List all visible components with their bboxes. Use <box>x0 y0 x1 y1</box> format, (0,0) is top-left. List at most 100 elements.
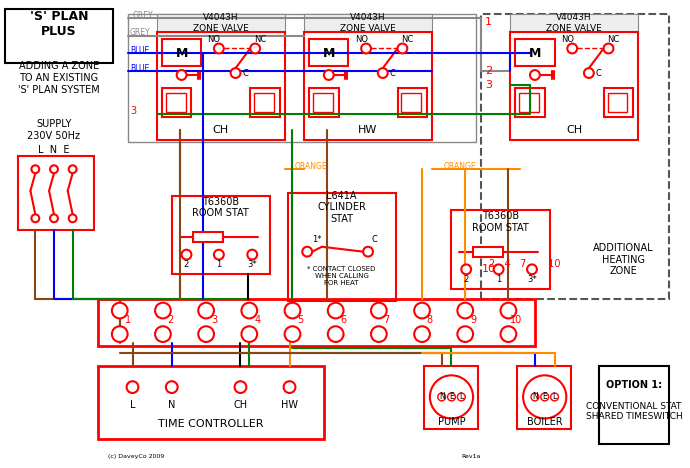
Text: ORANGE: ORANGE <box>444 162 476 171</box>
Text: L641A
CYLINDER
STAT: L641A CYLINDER STAT <box>317 191 366 224</box>
Text: 10: 10 <box>482 264 496 274</box>
Text: N: N <box>439 393 444 402</box>
Bar <box>304 14 432 32</box>
Circle shape <box>584 68 594 78</box>
Text: NO: NO <box>208 35 221 44</box>
Text: GREY: GREY <box>130 28 150 37</box>
Circle shape <box>328 303 344 318</box>
Text: 2: 2 <box>464 275 469 284</box>
Text: 3*: 3* <box>527 275 537 284</box>
Text: V4043H
ZONE VALVE: V4043H ZONE VALVE <box>340 13 396 33</box>
Circle shape <box>500 326 516 342</box>
Text: L: L <box>553 393 557 402</box>
Text: L: L <box>130 400 135 410</box>
Text: Rev1a: Rev1a <box>462 454 481 459</box>
Text: 1: 1 <box>485 17 492 27</box>
Text: T6360B
ROOM STAT: T6360B ROOM STAT <box>472 212 529 233</box>
Text: BOILER: BOILER <box>527 417 562 427</box>
Text: 1*: 1* <box>313 235 322 244</box>
Text: 10: 10 <box>510 315 522 325</box>
Bar <box>162 39 201 66</box>
Text: ADDING A ZONE
TO AN EXISTING
'S' PLAN SYSTEM: ADDING A ZONE TO AN EXISTING 'S' PLAN SY… <box>18 61 100 95</box>
Bar <box>599 366 669 444</box>
Circle shape <box>69 165 77 173</box>
Circle shape <box>437 393 446 401</box>
Text: GREY: GREY <box>132 11 153 20</box>
Bar <box>402 93 421 112</box>
Circle shape <box>284 381 295 393</box>
Circle shape <box>448 393 455 401</box>
Text: 7: 7 <box>384 315 390 325</box>
Text: 4: 4 <box>254 315 260 325</box>
Circle shape <box>414 303 430 318</box>
Text: ORANGE: ORANGE <box>295 162 327 171</box>
Circle shape <box>285 303 300 318</box>
Circle shape <box>230 68 241 78</box>
Text: V4043H
ZONE VALVE: V4043H ZONE VALVE <box>193 13 248 33</box>
Circle shape <box>241 303 257 318</box>
Text: NO: NO <box>355 35 368 44</box>
Bar <box>473 247 502 256</box>
Circle shape <box>198 303 214 318</box>
Text: E: E <box>449 393 454 402</box>
Bar <box>193 232 223 242</box>
Circle shape <box>285 326 300 342</box>
Text: M: M <box>175 47 188 60</box>
Circle shape <box>198 326 214 342</box>
Bar <box>166 93 186 112</box>
Text: PUMP: PUMP <box>437 417 465 427</box>
Text: BLUE: BLUE <box>130 46 150 55</box>
Bar <box>309 39 348 66</box>
Text: 8: 8 <box>427 315 433 325</box>
Text: V4043H
ZONE VALVE: V4043H ZONE VALVE <box>546 13 602 33</box>
Circle shape <box>530 70 540 80</box>
Circle shape <box>324 70 334 80</box>
Circle shape <box>378 68 388 78</box>
Circle shape <box>361 44 371 53</box>
Bar <box>518 366 571 429</box>
Circle shape <box>126 381 139 393</box>
Bar <box>397 88 427 117</box>
Text: 2: 2 <box>168 315 174 325</box>
Text: 3: 3 <box>130 106 137 117</box>
Text: C: C <box>390 68 395 78</box>
Text: C: C <box>371 235 377 244</box>
Circle shape <box>430 375 473 418</box>
Text: 2   4   7       10: 2 4 7 10 <box>489 259 560 270</box>
Text: CH: CH <box>233 400 248 410</box>
Circle shape <box>363 247 373 256</box>
Bar <box>254 93 274 112</box>
Text: M: M <box>529 47 541 60</box>
Circle shape <box>181 250 191 260</box>
Text: CH: CH <box>213 125 229 135</box>
Text: 'S' PLAN
PLUS: 'S' PLAN PLUS <box>30 10 88 38</box>
Text: C: C <box>595 68 602 78</box>
Text: * CONTACT CLOSED
WHEN CALLING
FOR HEAT: * CONTACT CLOSED WHEN CALLING FOR HEAT <box>307 266 376 286</box>
Text: TIME CONTROLLER: TIME CONTROLLER <box>158 419 264 430</box>
Circle shape <box>462 264 471 274</box>
Text: 3: 3 <box>211 315 217 325</box>
Text: HW: HW <box>281 400 298 410</box>
Text: (c) DaveyCo 2009: (c) DaveyCo 2009 <box>108 454 164 459</box>
Bar <box>172 196 270 274</box>
Circle shape <box>541 393 549 401</box>
Circle shape <box>155 303 171 318</box>
Bar <box>607 93 627 112</box>
Bar <box>250 88 279 117</box>
Text: M: M <box>323 47 335 60</box>
Text: T6360B
ROOM STAT: T6360B ROOM STAT <box>193 197 249 218</box>
Circle shape <box>523 375 566 418</box>
Circle shape <box>500 303 516 318</box>
Bar <box>481 14 669 299</box>
Circle shape <box>457 326 473 342</box>
Circle shape <box>247 250 257 260</box>
Bar <box>162 88 191 117</box>
Text: ADDITIONAL
HEATING
ZONE: ADDITIONAL HEATING ZONE <box>593 243 653 276</box>
Circle shape <box>32 214 39 222</box>
Circle shape <box>371 326 386 342</box>
Circle shape <box>302 247 312 256</box>
Text: CONVENTIONAL STAT
SHARED TIMESWITCH: CONVENTIONAL STAT SHARED TIMESWITCH <box>586 402 682 421</box>
Circle shape <box>567 44 577 53</box>
Text: L: L <box>459 393 464 402</box>
Text: NC: NC <box>254 35 266 44</box>
